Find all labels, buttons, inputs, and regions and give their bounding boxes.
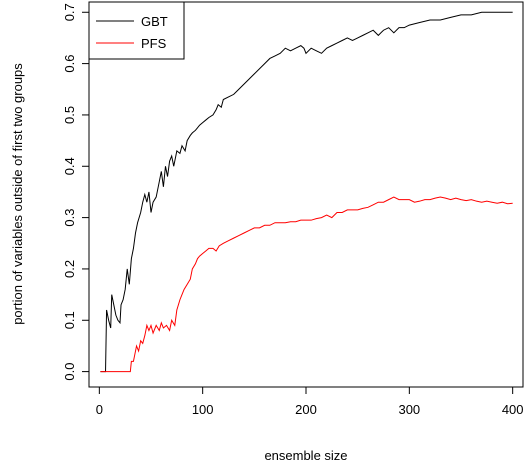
x-tick-label: 100 <box>192 402 214 417</box>
x-tick-label: 0 <box>96 402 103 417</box>
y-tick-label: 0.4 <box>62 157 77 175</box>
x-axis-title: ensemble size <box>264 448 347 463</box>
y-tick-label: 0.1 <box>62 311 77 329</box>
legend-label-gbt: GBT <box>141 14 168 29</box>
x-axis: 0 100 200 300 400 <box>96 386 524 417</box>
y-tick-label: 0.7 <box>62 3 77 21</box>
legend: GBT PFS <box>88 1 185 60</box>
y-tick-label: 0.2 <box>62 260 77 278</box>
x-tick-label: 300 <box>398 402 420 417</box>
y-axis: 0.0 0.1 0.2 0.3 0.4 0.5 0.6 0.7 <box>62 3 90 381</box>
series-line-pfs <box>100 196 513 373</box>
y-tick-label: 0.3 <box>62 209 77 227</box>
series-line-gbt <box>100 11 513 373</box>
legend-label-pfs: PFS <box>141 36 167 51</box>
y-tick-label: 0.5 <box>62 106 77 124</box>
legend-box <box>88 1 185 60</box>
y-tick-label: 0.6 <box>62 55 77 73</box>
y-tick-label: 0.0 <box>62 363 77 381</box>
x-tick-label: 400 <box>502 402 524 417</box>
y-axis-title: portion of variables outside of first tw… <box>10 63 25 325</box>
x-tick-label: 200 <box>295 402 317 417</box>
series-layer <box>100 11 513 373</box>
